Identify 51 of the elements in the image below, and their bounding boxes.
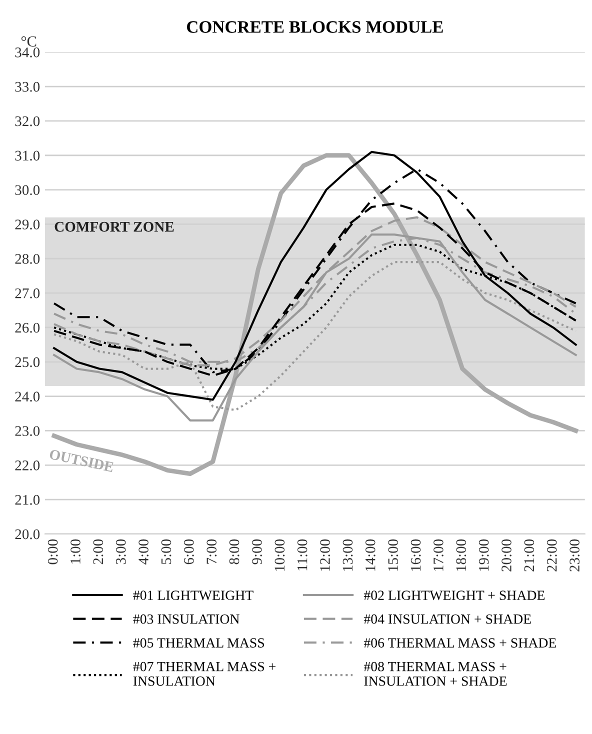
chart-title: CONCRETE BLOCKS MODULE	[187, 21, 443, 33]
x-tick-label: 2:00	[93, 539, 104, 564]
x-tick-label: 9:00	[252, 539, 262, 564]
y-tick-label: 34.0	[15, 47, 40, 58]
x-tick-label: 4:00	[138, 539, 149, 564]
legend-label: #06 THERMAL MASS + SHADE	[364, 638, 556, 648]
band-label: COMFORT ZONE	[54, 222, 174, 232]
x-tick-label: 6:00	[184, 539, 194, 564]
legend-label: #05 THERMAL MASS	[133, 638, 264, 648]
x-tick-label: 12:00	[320, 539, 330, 571]
y-tick-label: 24.0	[15, 392, 40, 402]
x-tick-label: 1:00	[70, 539, 80, 564]
y-tick-label: 20.0	[15, 529, 40, 540]
y-tick-label: 31.0	[15, 150, 40, 161]
x-tick-label: 17:00	[434, 539, 444, 571]
x-tick-label: 5:00	[161, 539, 172, 564]
legend-label: #01 LIGHTWEIGHT	[133, 590, 254, 600]
legend-label: #07 THERMAL MASS + INSULATION	[133, 662, 276, 686]
legend-label: #04 INSULATION + SHADE	[364, 614, 531, 624]
y-axis-title: °C	[21, 36, 36, 47]
y-tick-label: 28.0	[15, 254, 40, 264]
x-tick-label: 8:00	[229, 539, 240, 564]
y-tick-label: 26.0	[15, 322, 40, 333]
x-tick-label: 13:00	[342, 539, 353, 571]
x-tick-label: 16:00	[410, 539, 421, 571]
y-tick-label: 32.0	[15, 116, 40, 126]
y-tick-label: 27.0	[15, 288, 40, 298]
x-tick-label: 19:00	[478, 539, 489, 571]
x-tick-label: 20:00	[502, 539, 512, 572]
x-tick-label: 11:00	[297, 539, 308, 570]
x-tick-label: 0:00	[48, 539, 58, 564]
text: OUTSIDE	[49, 449, 114, 472]
x-tick-label: 18:00	[456, 539, 466, 571]
legend-label: #03 INSULATION	[133, 614, 240, 624]
x-tick-label: 22:00	[546, 539, 557, 572]
x-tick-label: 10:00	[274, 539, 285, 571]
x-tick-label: 3:00	[116, 539, 126, 564]
x-tick-label: 15:00	[388, 539, 398, 571]
y-tick-label: 30.0	[15, 185, 40, 196]
y-tick-label: 29.0	[15, 220, 40, 230]
x-tick-label: 14:00	[365, 539, 376, 571]
y-tick-label: 23.0	[15, 426, 40, 436]
y-tick-label: 21.0	[15, 494, 40, 505]
legend-label: #02 LIGHTWEIGHT + SHADE	[364, 590, 545, 600]
x-tick-label: 7:00	[206, 539, 217, 564]
y-tick-label: 25.0	[15, 357, 40, 368]
legend-label: #08 THERMAL MASS + INSULATION + SHADE	[364, 662, 507, 686]
y-tick-label: 33.0	[15, 82, 40, 92]
x-tick-label: 23:00	[570, 539, 580, 572]
y-tick-label: 22.0	[15, 460, 40, 470]
x-tick-label: 21:00	[524, 539, 534, 572]
